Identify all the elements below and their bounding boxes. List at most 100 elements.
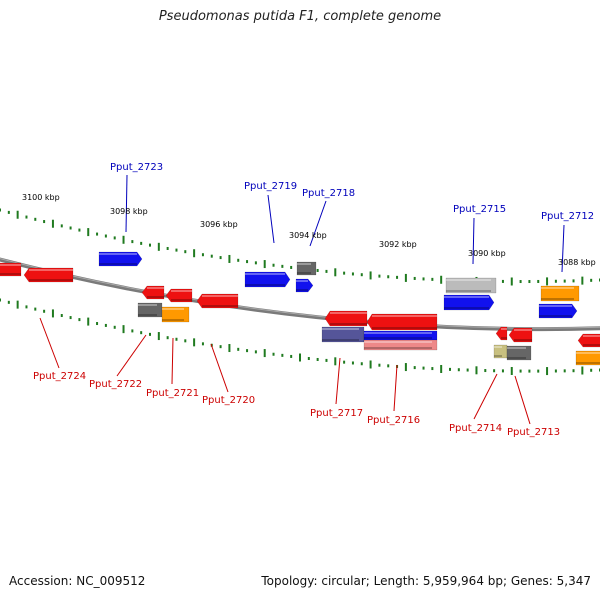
inner-ruler-tick (263, 349, 266, 358)
inner-ruler-tick (484, 369, 487, 373)
gene-label-pput-2716[interactable]: Pput_2716 (367, 415, 420, 426)
gene-pput-2720-shade (202, 305, 238, 307)
leader-line-7 (171, 337, 174, 385)
ruler-label-3100: 3100 kbp (22, 193, 60, 202)
gene-label-pput-2724[interactable]: Pput_2724 (33, 371, 86, 382)
outer-ruler-tick (193, 249, 196, 258)
gene-features (0, 251, 600, 366)
inner-ruler-tick (590, 368, 593, 372)
gene-pput-2715-shade (444, 307, 489, 309)
inner-ruler-tick (201, 342, 204, 346)
inner-ruler-tick (466, 368, 469, 372)
accession-text: Accession: NC_009512 (9, 574, 146, 588)
gene-pput-2713a-body (508, 327, 533, 343)
gene-label-pput-2714[interactable]: Pput_2714 (449, 423, 502, 434)
outer-ruler-tick (563, 279, 566, 283)
outer-ruler-tick (7, 210, 10, 214)
inner-ruler-tick (25, 305, 28, 309)
outer-ruler-tick (157, 242, 160, 251)
inner-ruler-tick (563, 369, 566, 373)
gene-pput-2710-shade (576, 362, 600, 364)
gene-pput-2716 (363, 339, 438, 351)
outer-ruler-tick (387, 275, 390, 279)
inner-ruler-tick (528, 369, 531, 373)
gene-label-pput-2723[interactable]: Pput_2723 (110, 162, 163, 173)
gene-label-pput-2717[interactable]: Pput_2717 (310, 408, 363, 419)
gene-pput-2716a-body (366, 313, 438, 331)
outer-ruler-tick (554, 279, 557, 283)
gene-pput-2716-body (363, 339, 438, 351)
inner-ruler-tick (554, 369, 557, 373)
ruler-label-3094: 3094 kbp (289, 231, 327, 240)
leader-line-0 (125, 174, 128, 233)
ruler-labels: 3100 kbp 3098 kbp 3096 kbp 3094 kbp 3092… (22, 193, 596, 267)
outer-ruler-tick (572, 279, 575, 283)
inner-ruler-tick (334, 357, 337, 366)
leader-line-12 (514, 375, 531, 425)
outer-ruler-tick (113, 236, 116, 240)
inner-ruler-tick (157, 332, 160, 341)
outer-ruler-tick (96, 232, 99, 236)
gene-pput-2722 (165, 288, 193, 303)
gene-pput-2715b (445, 277, 497, 294)
inner-ruler-tick (457, 368, 460, 372)
outer-ruler-tick (343, 271, 346, 275)
gene-pput-2713a-shade (514, 339, 532, 341)
gene-label-pput-2720[interactable]: Pput_2720 (202, 395, 255, 406)
outer-ruler-tick (378, 274, 381, 278)
inner-ruler-tick (122, 325, 125, 334)
gene-pput-2713-body (506, 345, 532, 361)
inner-ruler-tick (193, 338, 196, 347)
leader-line-4 (561, 224, 565, 273)
outer-ruler-tick (122, 235, 125, 244)
ruler-label-3096: 3096 kbp (200, 220, 238, 229)
outer-ruler-tick (546, 277, 549, 286)
gene-label-pput-2721[interactable]: Pput_2721 (146, 388, 199, 399)
outer-ruler-tick (43, 220, 46, 224)
inner-ruler-tick (0, 298, 1, 302)
gene-pput-2717 (321, 326, 365, 343)
inner-ruler-tick (43, 309, 46, 313)
outer-ruler-tick (16, 210, 19, 219)
gene-pput-2712b-shine (541, 287, 574, 289)
inner-ruler-tick (131, 329, 134, 333)
gene-pput-2719-body (244, 271, 291, 288)
gene-label-pput-2715[interactable]: Pput_2715 (453, 204, 506, 215)
gene-label-pput-2712[interactable]: Pput_2712 (541, 211, 594, 222)
inner-ruler-tick (34, 307, 37, 311)
gene-pput-2713-shine (507, 347, 526, 349)
outer-ruler-tick (246, 260, 249, 264)
gene-label-pput-2718[interactable]: Pput_2718 (302, 188, 355, 199)
gene-pput-2722b-shade (138, 314, 157, 316)
gene-pput-2721-body (161, 306, 190, 323)
outer-ruler-tick (290, 265, 293, 269)
inner-ruler-tick (246, 349, 249, 353)
inner-ruler-tick (316, 357, 319, 361)
inner-ruler-tick (572, 369, 575, 373)
leader-line-3 (472, 217, 475, 265)
gene-label-pput-2722[interactable]: Pput_2722 (89, 379, 142, 390)
gene-pput-2717a-shine (330, 312, 367, 314)
ruler-label-3098: 3098 kbp (110, 207, 148, 216)
gene-pput-2717a (324, 310, 368, 327)
outer-ruler-tick (25, 215, 28, 219)
outer-ruler-tick (272, 263, 275, 267)
gene-labels: Pput_2723 Pput_2719 Pput_2718 Pput_2715 … (33, 162, 594, 438)
gene-pput-2722a-shine (147, 287, 164, 289)
inner-ruler-tick (299, 353, 301, 362)
gene-pput-2710 (575, 350, 600, 366)
outer-ruler-tick (219, 256, 222, 260)
inner-ruler-tick (254, 350, 257, 354)
outer-ruler-tick (422, 277, 425, 281)
inner-ruler-tick (422, 366, 425, 370)
gene-pput-2722-shade (171, 299, 192, 301)
gene-pput-2712-body (538, 303, 578, 319)
inner-ruler-tick (237, 347, 240, 351)
gene-pput-2724-shade (29, 279, 73, 281)
gene-label-pput-2713[interactable]: Pput_2713 (507, 427, 560, 438)
gene-pput-2720-shine (202, 295, 238, 297)
inner-ruler-tick (184, 339, 187, 343)
inner-ruler-tick (140, 331, 143, 335)
inner-ruler-tick (413, 366, 416, 370)
gene-label-pput-2719[interactable]: Pput_2719 (244, 181, 297, 192)
